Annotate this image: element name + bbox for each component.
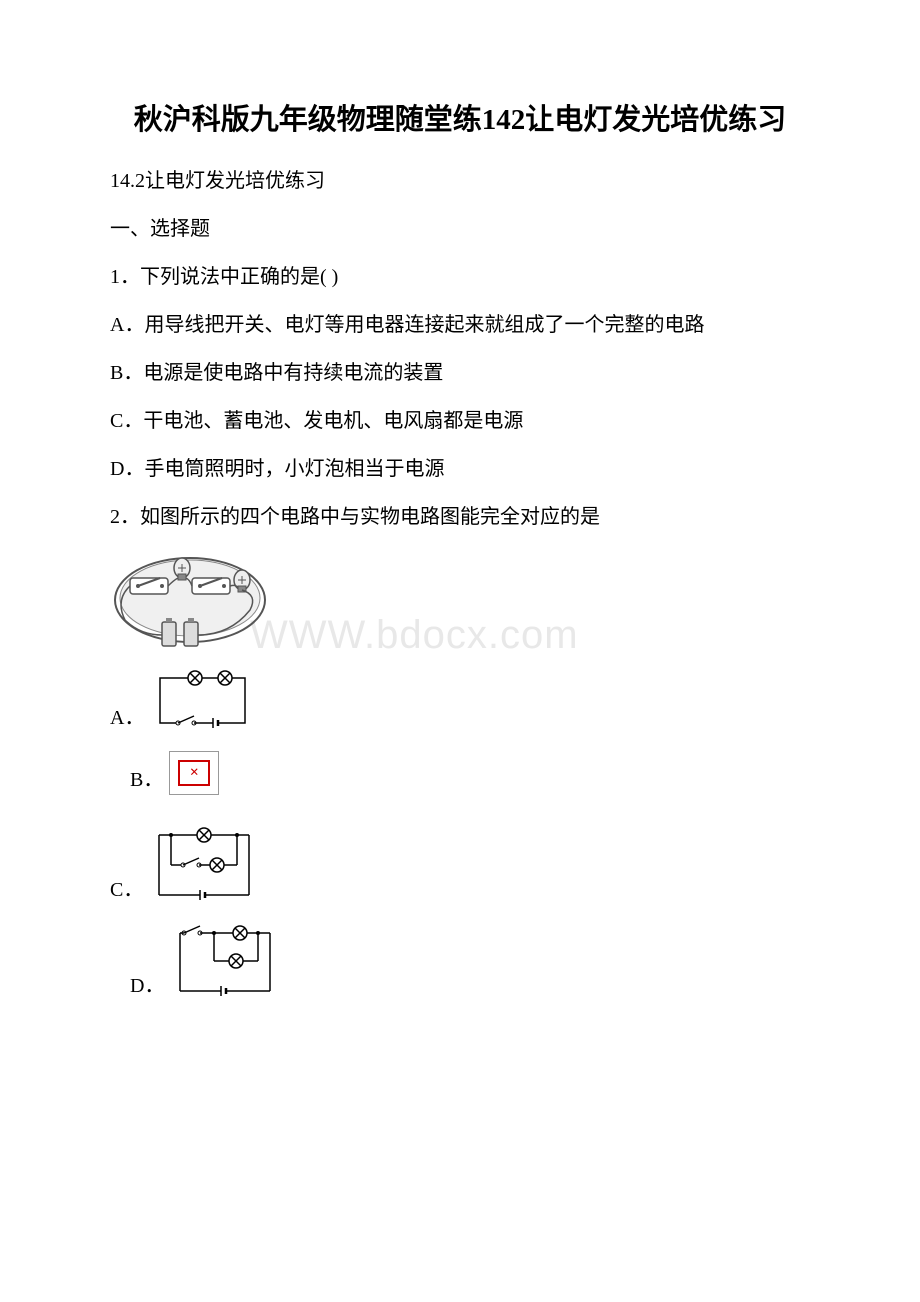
q2-option-b-row: B． bbox=[130, 751, 850, 795]
physical-circuit-svg bbox=[110, 550, 270, 650]
physical-circuit-image bbox=[110, 550, 850, 650]
circuit-a-svg bbox=[150, 668, 255, 733]
section-header: 一、选择题 bbox=[70, 214, 850, 244]
q1-option-c: C．干电池、蓄电池、发电机、电风扇都是电源 bbox=[70, 406, 850, 436]
page-title: 秋沪科版九年级物理随堂练142让电灯发光培优练习 bbox=[70, 100, 850, 141]
circuit-c-svg bbox=[149, 825, 259, 905]
circuit-d-svg bbox=[170, 923, 280, 1001]
q2-option-b-label: B． bbox=[130, 765, 163, 795]
q2-option-d-row: D． bbox=[130, 923, 850, 1001]
question-2: 2．如图所示的四个电路中与实物电路图能完全对应的是 bbox=[70, 502, 850, 532]
q2-option-c-row: C． bbox=[110, 825, 850, 905]
q2-option-a-label: A． bbox=[110, 703, 144, 733]
document-content: 秋沪科版九年级物理随堂练142让电灯发光培优练习 14.2让电灯发光培优练习 一… bbox=[70, 100, 850, 1001]
q1-option-a: A．用导线把开关、电灯等用电器连接起来就组成了一个完整的电路 bbox=[70, 310, 850, 340]
subtitle-text: 14.2让电灯发光培优练习 bbox=[70, 166, 850, 196]
q1-option-d: D．手电筒照明时，小灯泡相当于电源 bbox=[70, 454, 850, 484]
q1-option-b: B．电源是使电路中有持续电流的装置 bbox=[70, 358, 850, 388]
q2-option-c-label: C． bbox=[110, 875, 143, 905]
q2-option-d-label: D． bbox=[130, 971, 164, 1001]
question-1: 1．下列说法中正确的是( ) bbox=[70, 262, 850, 292]
q2-option-a-row: A． bbox=[110, 668, 850, 733]
broken-image-icon bbox=[169, 751, 219, 795]
